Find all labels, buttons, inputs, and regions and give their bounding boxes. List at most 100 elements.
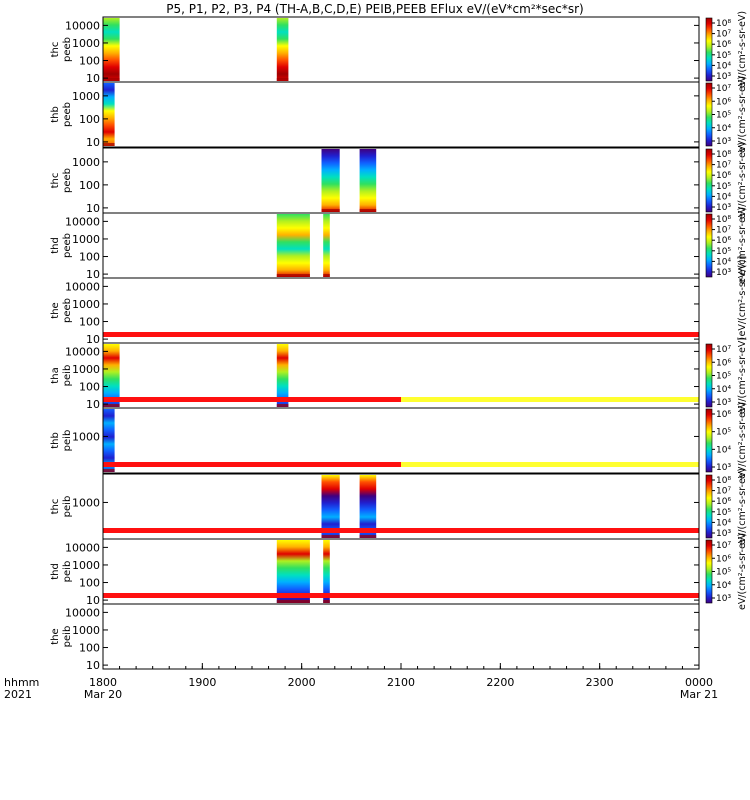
colorbar-unit-label: eV/(cm²-s-sr-eV)	[737, 468, 748, 545]
chart-title: P5, P1, P2, P3, P4 (TH-A,B,C,D,E) PEIB,P…	[166, 2, 584, 16]
panel-instrument-label: peib	[62, 626, 73, 648]
quality-bar-red	[103, 332, 699, 337]
panel-probe-label: thd	[50, 563, 61, 580]
panel-probe-label: thc	[50, 42, 61, 58]
colorbar	[705, 17, 713, 82]
y-tick-label: 100	[79, 316, 100, 329]
y-tick-label: 1000	[72, 37, 100, 50]
colorbar-tick-label: 10³	[716, 463, 731, 473]
colorbar-tick-label: 10⁵	[716, 51, 731, 61]
y-tick-label: 100	[79, 577, 100, 590]
colorbar-tick-label: 10⁵	[716, 247, 731, 257]
panel-probe-label: tha	[50, 367, 61, 383]
spectrogram-block	[276, 540, 310, 603]
colorbar-unit-label: eV/(cm²-s-sr-eV)	[737, 402, 748, 479]
spectrogram-block	[359, 149, 377, 212]
colorbar-tick-label: 10⁸	[716, 150, 731, 160]
colorbar	[705, 474, 713, 539]
panel-frame	[102, 603, 700, 670]
spectrogram-block	[276, 18, 289, 81]
x-tick-label: 1800	[89, 676, 117, 689]
x-tick-label: 1900	[188, 676, 216, 689]
panel-frame	[102, 147, 700, 214]
panel-4-the-peeb: 10000 1000 100 10 the peeb	[50, 277, 700, 346]
colorbar-tick-label: 10⁶	[716, 40, 731, 50]
colorbar-tick-label: 10⁶	[716, 410, 731, 420]
spectrogram-block	[321, 475, 340, 538]
panel-probe-label: thd	[50, 237, 61, 254]
y-tick-label: 100	[79, 55, 100, 68]
spectrogram-block-edge	[359, 209, 377, 212]
colorbar-tick-label: 10⁵	[716, 182, 731, 192]
spectrogram-block-edge	[359, 535, 377, 538]
colorbar-tick-label: 10⁶	[716, 554, 731, 564]
side-unit-label: [eV/(cm²-s-sr-eV)]	[737, 256, 748, 340]
x-last-date-label: Mar 21	[680, 688, 718, 701]
y-tick-label: 10000	[65, 606, 100, 619]
panel-instrument-label: peeb	[62, 233, 73, 258]
colorbar-unit-label: eV/(cm²-s-sr-eV)	[737, 142, 748, 219]
spectrogram-block-edge	[103, 469, 115, 472]
spectrogram-block	[323, 540, 330, 603]
x-tick-label: 0000	[685, 676, 713, 689]
quality-bar-red	[103, 397, 401, 402]
panel-instrument-label: peeb	[62, 102, 73, 127]
spectrogram-block	[103, 409, 115, 472]
colorbar-tick-label: 10⁵	[716, 508, 731, 518]
y-tick-label: 1000	[72, 90, 100, 103]
x-tick-label: 2300	[586, 676, 614, 689]
colorbar-tick-label: 10⁸	[716, 19, 731, 29]
colorbar-tick-label: 10⁶	[716, 236, 731, 246]
colorbar-tick-label: 10⁴	[716, 445, 731, 455]
x-first-date-label: Mar 20	[84, 688, 122, 701]
colorbar-tick-label: 10⁵	[716, 568, 731, 578]
x-row-label-hhmm: hhmm	[4, 676, 39, 689]
colorbar-tick-label: 10⁷	[716, 487, 731, 497]
panel-probe-label: the	[50, 302, 61, 318]
panel-frame	[102, 407, 700, 474]
spectrogram-block	[276, 344, 289, 407]
colorbar	[705, 539, 713, 604]
spectrogram-block	[359, 475, 377, 538]
colorbar	[705, 82, 713, 147]
colorbar-tick-label: 10³	[716, 594, 731, 604]
quality-bar-yellow	[401, 462, 699, 467]
spectrogram-block	[103, 344, 120, 407]
colorbar	[705, 213, 713, 278]
spectrogram-block-edge	[276, 78, 289, 81]
colorbar-tick-label: 10⁶	[716, 497, 731, 507]
spectrogram-block-edge	[276, 274, 310, 277]
panel-1-thb-peeb: 1000 100 10 thb peeb 10⁷ 10⁶ 10⁵ 10⁴ 10³ eV/(cm²-s…	[50, 76, 748, 153]
panel-instrument-label: peib	[62, 561, 73, 583]
y-tick-label: 10000	[65, 541, 100, 554]
y-tick-label: 10	[86, 659, 100, 672]
panel-8-thd-peib: 10000 1000 100 10 thd peib 10⁷ 10⁶ 10⁵ 10⁴ 10³ eV/(…	[50, 533, 748, 610]
spectrogram-block	[276, 214, 310, 277]
y-tick-label: 100	[79, 179, 100, 192]
y-tick-label: 100	[79, 113, 100, 126]
panel-instrument-label: peeb	[62, 37, 73, 62]
colorbar-tick-label: 10⁷	[716, 541, 731, 551]
panel-frame	[102, 212, 700, 279]
colorbar-tick-label: 10⁷	[716, 84, 731, 94]
colorbar-tick-label: 10⁸	[716, 476, 731, 486]
y-tick-label: 10	[86, 398, 100, 411]
panel-instrument-label: peib	[62, 430, 73, 452]
colorbar	[705, 408, 713, 473]
y-tick-label: 1000	[72, 559, 100, 572]
colorbar-tick-label: 10⁶	[716, 97, 731, 107]
y-tick-label: 1000	[72, 496, 100, 509]
spectrogram-block	[321, 149, 340, 212]
colorbar-tick-label: 10⁷	[716, 226, 731, 236]
y-tick-label: 10	[86, 268, 100, 281]
panel-instrument-label: peib	[62, 496, 73, 518]
y-tick-label: 10000	[65, 19, 100, 32]
y-tick-label: 1000	[72, 624, 100, 637]
colorbar-tick-label: 10⁴	[716, 257, 731, 267]
spectrogram-block-edge	[103, 404, 120, 407]
x-row-label-year: 2021	[4, 688, 32, 701]
colorbar-tick-label: 10⁵	[716, 428, 731, 438]
